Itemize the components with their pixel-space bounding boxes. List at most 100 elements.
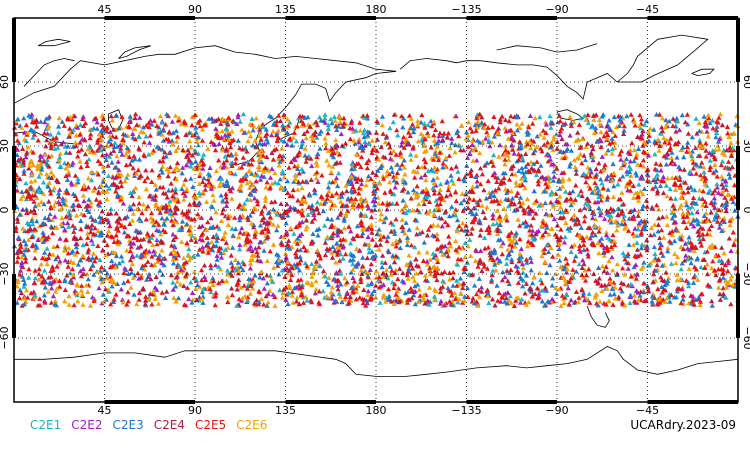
occultation-marker: [683, 199, 689, 204]
occultation-marker: [331, 150, 337, 156]
occultation-marker: [284, 265, 290, 271]
occultation-marker: [80, 302, 86, 307]
occultation-marker: [21, 115, 27, 121]
occultation-marker: [315, 232, 321, 238]
occultation-marker: [195, 119, 201, 125]
occultation-marker: [61, 200, 67, 206]
occultation-marker: [159, 290, 165, 295]
occultation-marker: [356, 202, 362, 208]
occultation-marker: [456, 133, 462, 139]
occultation-marker: [239, 295, 246, 301]
occultation-marker: [122, 132, 128, 138]
occultation-marker: [249, 116, 255, 121]
occultation-marker: [123, 152, 129, 157]
occultation-marker: [371, 183, 378, 189]
occultation-marker: [635, 194, 641, 200]
occultation-marker: [238, 285, 244, 290]
occultation-marker: [289, 289, 295, 294]
occultation-marker: [688, 240, 694, 245]
occultation-marker: [184, 210, 190, 215]
occultation-marker: [39, 255, 46, 261]
occultation-marker: [712, 199, 718, 205]
occultation-marker: [81, 212, 87, 218]
occultation-marker: [157, 184, 163, 190]
occultation-marker: [425, 122, 431, 128]
occultation-marker: [336, 291, 342, 296]
occultation-marker: [237, 246, 243, 252]
occultation-marker: [722, 195, 728, 200]
occultation-marker: [292, 163, 298, 169]
occultation-marker: [305, 212, 311, 217]
occultation-marker: [224, 178, 230, 184]
occultation-marker: [385, 234, 391, 239]
occultation-marker: [357, 295, 363, 300]
occultation-marker: [518, 254, 525, 259]
occultation-marker: [370, 147, 376, 152]
occultation-marker: [508, 166, 514, 171]
occultation-marker: [712, 214, 718, 219]
occultation-marker: [441, 130, 447, 136]
occultation-marker: [596, 275, 602, 281]
occultation-marker: [79, 136, 85, 142]
coastline-2: [235, 70, 397, 166]
occultation-marker: [261, 248, 267, 253]
occultation-marker: [596, 225, 603, 230]
occultation-marker: [30, 149, 36, 155]
occultation-marker: [663, 161, 669, 167]
occultation-marker: [333, 278, 339, 284]
occultation-marker: [380, 131, 386, 136]
occultation-marker: [294, 264, 300, 270]
occultation-marker: [181, 302, 187, 307]
occultation-marker: [280, 168, 286, 174]
occultation-marker: [690, 165, 696, 171]
occultation-marker: [524, 260, 530, 265]
occultation-marker: [225, 222, 231, 227]
occultation-marker: [183, 162, 189, 168]
occultation-marker: [390, 253, 396, 258]
occultation-marker: [32, 292, 38, 298]
occultation-marker: [601, 245, 607, 251]
occultation-marker: [428, 144, 434, 150]
occultation-marker: [139, 210, 145, 216]
occultation-marker: [393, 174, 399, 180]
occultation-marker: [179, 227, 185, 232]
occultation-marker: [48, 145, 54, 151]
occultation-marker: [136, 194, 142, 200]
occultation-marker: [598, 129, 604, 135]
occultation-marker: [484, 204, 490, 210]
occultation-marker: [37, 157, 43, 163]
occultation-marker: [105, 163, 111, 168]
occultation-marker: [487, 143, 493, 149]
occultation-marker: [527, 169, 533, 175]
occultation-marker: [37, 296, 43, 301]
occultation-marker: [619, 288, 625, 294]
occultation-marker: [601, 268, 607, 274]
occultation-marker: [508, 113, 514, 119]
occultation-marker: [397, 266, 403, 271]
occultation-marker: [637, 123, 643, 128]
occultation-marker: [677, 205, 683, 210]
occultation-marker: [326, 282, 332, 287]
occultation-marker: [581, 153, 587, 158]
occultation-marker: [143, 186, 149, 192]
coastline-14: [586, 305, 610, 328]
occultation-marker: [322, 223, 328, 228]
occultation-marker: [210, 282, 216, 287]
occultation-marker: [212, 142, 218, 147]
occultation-marker: [422, 277, 429, 283]
occultation-marker: [221, 234, 227, 239]
occultation-marker: [125, 233, 131, 239]
occultation-marker: [535, 178, 541, 184]
occultation-marker: [393, 243, 399, 249]
occultation-marker: [517, 300, 524, 305]
occultation-marker: [498, 179, 505, 185]
occultation-marker: [87, 149, 93, 155]
occultation-marker: [702, 119, 708, 125]
occultation-marker: [210, 192, 216, 198]
occultation-marker: [250, 127, 256, 133]
occultation-marker: [343, 121, 349, 127]
occultation-marker: [151, 118, 157, 123]
occultation-marker: [720, 189, 726, 194]
occultation-marker: [142, 301, 148, 307]
occultation-marker: [99, 188, 105, 194]
